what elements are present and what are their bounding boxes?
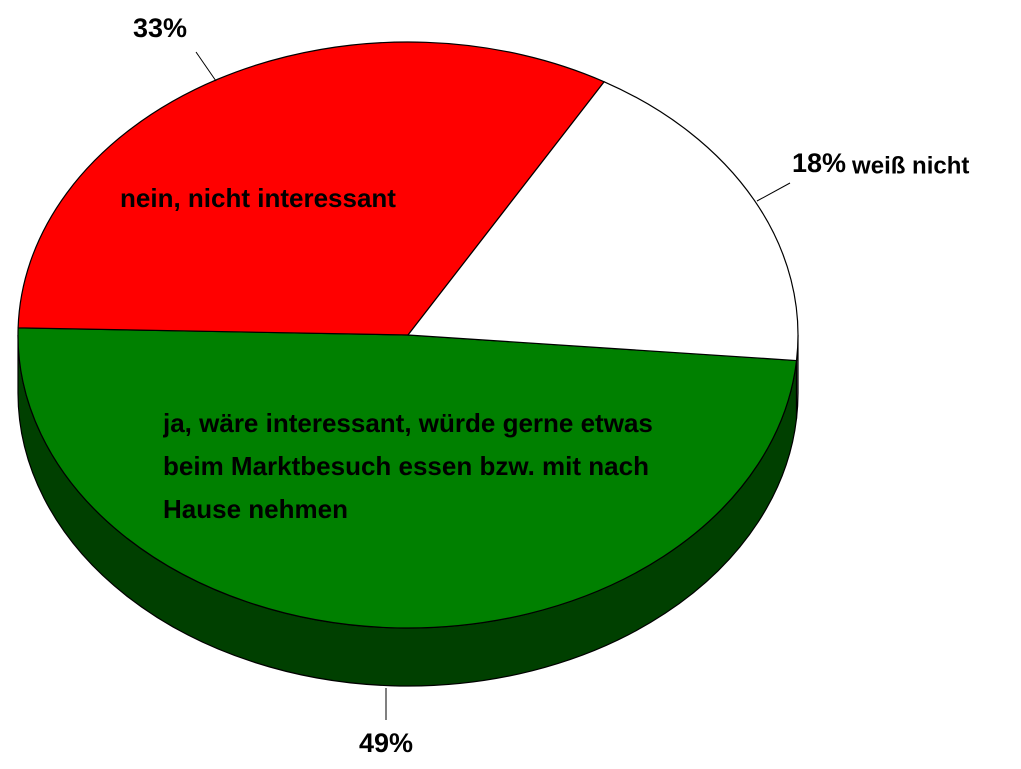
pie-slice [17, 41, 606, 336]
leader-line [195, 51, 217, 82]
category-label: ja, wäre interessant, würde gerne etwas … [163, 408, 653, 524]
value-label: 18% [792, 148, 846, 178]
pie-slice [17, 327, 798, 629]
category-label-box: ja, wäre interessant, würde gerne etwas … [163, 408, 653, 524]
category-label: nein, nicht interessant [120, 183, 396, 213]
value-label: 49% [359, 728, 413, 758]
leader-line [756, 182, 791, 202]
pie-slice [406, 81, 799, 362]
category-label: weiß nicht [851, 152, 969, 179]
value-label: 33% [133, 13, 187, 43]
